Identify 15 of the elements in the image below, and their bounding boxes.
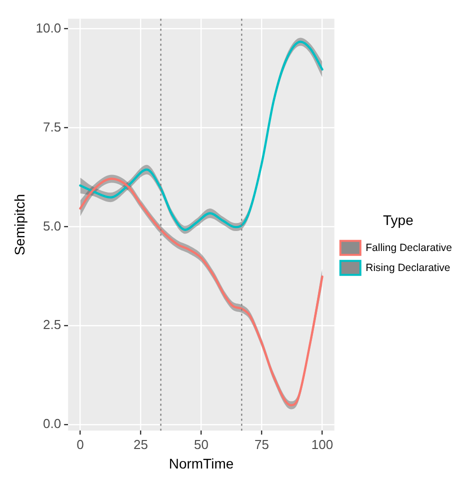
y-tick-label: 5.0 <box>43 218 62 234</box>
y-tick-label: 10.0 <box>36 20 62 36</box>
x-axis-title: NormTime <box>168 455 234 472</box>
legend-label: Rising Declarative <box>366 262 450 274</box>
legend-label: Falling Declarative <box>366 242 452 254</box>
y-tick-label: 7.5 <box>43 119 62 134</box>
x-tick-label: 75 <box>254 436 269 452</box>
x-tick-label: 0 <box>76 436 84 452</box>
x-tick-label: 50 <box>194 436 208 452</box>
y-axis-title: Semipitch <box>11 194 28 256</box>
y-tick-label: 2.5 <box>43 317 62 332</box>
y-tick-label: 0.0 <box>43 416 62 432</box>
x-tick-label: 25 <box>133 436 148 452</box>
x-tick-label: 100 <box>311 436 334 452</box>
legend-title: Type <box>383 212 414 228</box>
